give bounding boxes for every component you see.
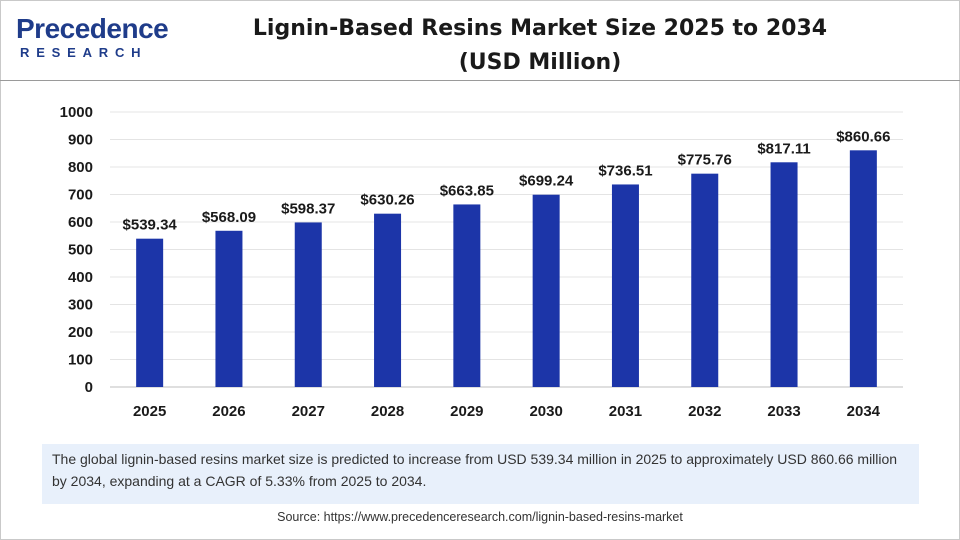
x-tick-label: 2033 [767, 403, 800, 420]
chart-subtitle: (USD Million) [458, 50, 622, 75]
bar [770, 162, 798, 387]
bar [532, 194, 560, 387]
x-tick-label: 2028 [371, 403, 404, 420]
source-citation: Source: https://www.precedenceresearch.c… [277, 510, 683, 524]
chart-title: Lignin-Based Resins Market Size 2025 to … [252, 16, 828, 41]
bar [691, 173, 719, 387]
bar [215, 230, 243, 387]
bar [374, 213, 402, 387]
y-tick-label: 0 [85, 379, 93, 396]
bar-data-label: $663.85 [440, 182, 494, 199]
precedence-research-logo: Precedence RESEARCH [16, 13, 169, 64]
x-tick-label: 2034 [847, 403, 881, 420]
y-tick-label: 300 [68, 297, 93, 314]
y-tick-label: 1000 [60, 104, 93, 121]
bar [453, 204, 481, 387]
bar [294, 222, 322, 387]
x-tick-label: 2031 [609, 403, 642, 420]
x-tick-label: 2029 [450, 403, 483, 420]
y-tick-label: 700 [68, 187, 93, 204]
bar-data-label: $630.26 [360, 192, 414, 209]
x-tick-label: 2025 [133, 403, 166, 420]
bar-data-label: $736.51 [598, 162, 652, 179]
summary-note: The global lignin-based resins market si… [42, 444, 919, 504]
header-divider [0, 80, 960, 81]
bar-data-label: $775.76 [678, 152, 732, 169]
bar-data-label: $817.11 [757, 140, 810, 157]
x-tick-label: 2032 [688, 403, 721, 420]
bar [136, 238, 164, 387]
y-tick-label: 900 [68, 132, 93, 149]
bar-data-label: $539.34 [123, 217, 178, 234]
bar-chart: 0 100 200 300 400 500 600 700 800 900 1000 $539.34 2… [60, 104, 903, 420]
chart-title-block: Lignin-Based Resins Market Size 2025 to … [230, 12, 850, 80]
y-tick-label: 100 [68, 352, 93, 369]
y-tick-label: 800 [68, 159, 93, 176]
y-tick-label: 500 [68, 242, 93, 259]
bar [611, 184, 639, 387]
y-tick-label: 400 [68, 269, 93, 286]
bar-data-label: $860.66 [836, 128, 890, 145]
x-tick-label: 2026 [212, 403, 245, 420]
x-tick-label: 2027 [292, 403, 325, 420]
bar [849, 150, 877, 387]
x-tick-label: 2030 [529, 403, 562, 420]
bar-data-label: $699.24 [519, 173, 574, 190]
logo-brand-name: Precedence [16, 13, 169, 44]
y-tick-label: 200 [68, 324, 93, 341]
bar-data-label: $568.09 [202, 209, 256, 226]
logo-brand-sub: RESEARCH [20, 45, 148, 60]
y-tick-label: 600 [68, 214, 93, 231]
bar-data-label: $598.37 [281, 200, 335, 217]
